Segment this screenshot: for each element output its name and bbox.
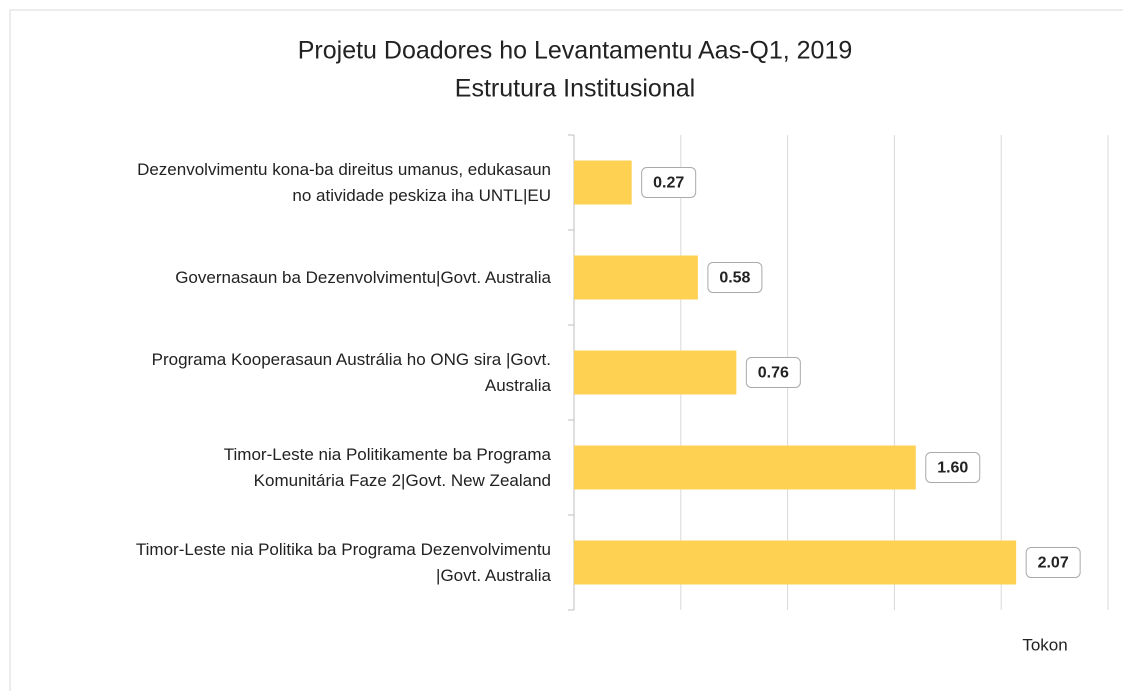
bar	[574, 350, 737, 395]
category-label: Timor-Leste nia Politika ba Programa Dez…	[135, 539, 551, 585]
bar	[574, 540, 1017, 585]
value-label-box	[925, 452, 981, 483]
value-label-box	[1025, 547, 1081, 578]
value-label: 2.07	[1038, 555, 1069, 572]
value-label-box	[641, 167, 697, 198]
x-axis-label: Tokon	[1022, 635, 1067, 654]
category-label: Programa Kooperasaun Austrália ho ONG si…	[151, 349, 551, 395]
chart-border	[9, 9, 1123, 691]
chart-subtitle: Estrutura Institusional	[455, 75, 695, 103]
chart-title: Projetu Doadores ho Levantamentu Aas-Q1,…	[298, 37, 853, 65]
value-label: 0.58	[719, 270, 750, 287]
bar	[574, 160, 632, 205]
value-label: 1.60	[937, 460, 968, 477]
bar	[574, 445, 916, 490]
value-label: 0.27	[653, 175, 684, 192]
category-label: Dezenvolvimentu kona-ba direitus umanus,…	[137, 159, 551, 205]
value-label-box	[745, 357, 801, 388]
value-label-box	[707, 262, 763, 293]
bar	[574, 255, 698, 300]
value-label: 0.76	[758, 365, 789, 382]
category-label: Governasaun ba Dezenvolvimentu|Govt. Aus…	[175, 267, 551, 287]
category-label: Timor-Leste nia Politikamente ba Program…	[223, 444, 551, 490]
